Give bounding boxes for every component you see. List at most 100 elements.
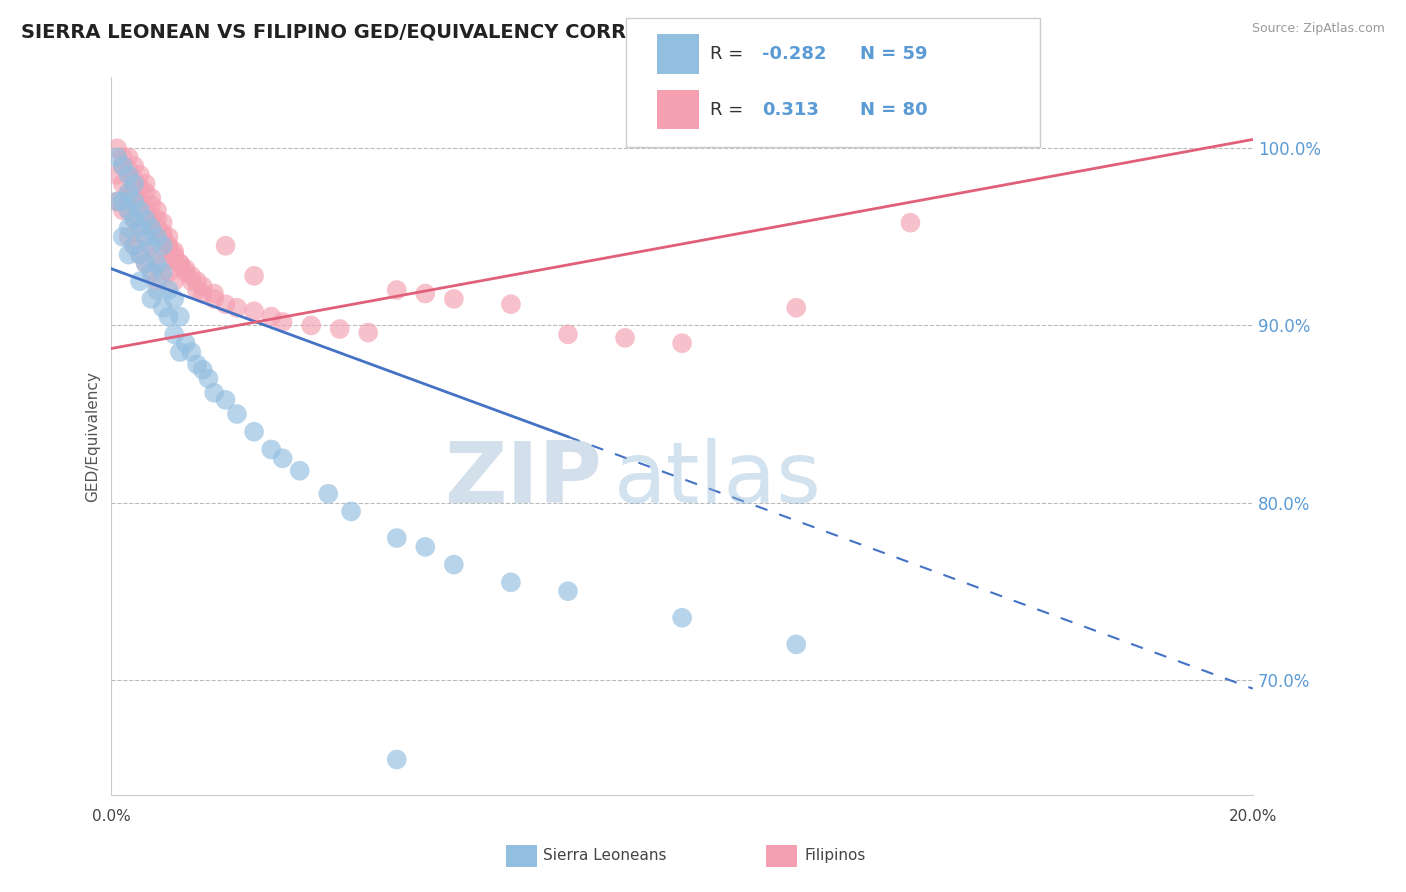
Point — [117, 203, 139, 218]
Point — [785, 301, 807, 315]
Point — [135, 256, 157, 270]
Point — [163, 292, 186, 306]
Point — [135, 230, 157, 244]
Point — [122, 159, 145, 173]
Point — [141, 265, 163, 279]
Point — [186, 358, 208, 372]
Point — [329, 322, 352, 336]
Point — [152, 230, 174, 244]
Point — [135, 177, 157, 191]
Point — [129, 194, 152, 209]
Text: R =: R = — [710, 45, 749, 63]
Point — [243, 425, 266, 439]
Point — [122, 238, 145, 252]
Point — [163, 327, 186, 342]
Point — [146, 274, 169, 288]
Point — [117, 150, 139, 164]
Text: 0.0%: 0.0% — [91, 809, 131, 824]
Point — [141, 238, 163, 252]
Point — [202, 292, 225, 306]
Point — [111, 159, 134, 173]
Text: Sierra Leoneans: Sierra Leoneans — [543, 848, 666, 863]
Point — [111, 230, 134, 244]
Point — [117, 162, 139, 177]
Point — [111, 159, 134, 173]
Point — [157, 230, 180, 244]
Point — [117, 230, 139, 244]
Point — [152, 301, 174, 315]
Point — [671, 611, 693, 625]
Point — [191, 363, 214, 377]
Point — [202, 385, 225, 400]
Point — [146, 247, 169, 261]
Point — [174, 261, 197, 276]
Point — [163, 251, 186, 265]
Point — [169, 256, 191, 270]
Point — [141, 198, 163, 212]
Point — [226, 301, 249, 315]
Point — [180, 268, 202, 283]
Point — [122, 186, 145, 200]
Point — [197, 371, 219, 385]
Point — [271, 315, 294, 329]
Point — [157, 265, 180, 279]
Point — [169, 345, 191, 359]
Point — [117, 168, 139, 182]
Point — [111, 194, 134, 209]
Text: -0.282: -0.282 — [762, 45, 827, 63]
Point — [174, 336, 197, 351]
Point — [163, 247, 186, 261]
Point — [105, 150, 128, 164]
Point — [385, 531, 408, 545]
Point — [122, 212, 145, 227]
Point — [174, 265, 197, 279]
Point — [135, 256, 157, 270]
Point — [122, 212, 145, 227]
Point — [141, 221, 163, 235]
Point — [152, 216, 174, 230]
Text: Filipinos: Filipinos — [804, 848, 866, 863]
Point — [157, 238, 180, 252]
Point — [557, 584, 579, 599]
Point — [129, 221, 152, 235]
Point — [146, 221, 169, 235]
Point — [129, 247, 152, 261]
Point — [117, 203, 139, 218]
Point — [614, 331, 637, 345]
Point — [243, 268, 266, 283]
Point — [117, 186, 139, 200]
Point — [146, 203, 169, 218]
Point — [157, 283, 180, 297]
Point — [191, 286, 214, 301]
Point — [499, 297, 522, 311]
Point — [105, 194, 128, 209]
Point — [413, 286, 436, 301]
Point — [135, 186, 157, 200]
Point — [152, 227, 174, 241]
Text: atlas: atlas — [613, 438, 821, 521]
Point — [105, 168, 128, 182]
Text: 0.313: 0.313 — [762, 101, 818, 119]
Point — [163, 244, 186, 258]
Point — [214, 297, 236, 311]
Text: N = 59: N = 59 — [860, 45, 928, 63]
Point — [122, 173, 145, 187]
Point — [117, 247, 139, 261]
Point — [385, 283, 408, 297]
Point — [146, 230, 169, 244]
Point — [141, 238, 163, 252]
Point — [671, 336, 693, 351]
Point — [180, 345, 202, 359]
Point — [191, 279, 214, 293]
Point — [141, 212, 163, 227]
Point — [122, 238, 145, 252]
Point — [105, 194, 128, 209]
Text: 20.0%: 20.0% — [1229, 809, 1277, 824]
Point — [186, 283, 208, 297]
Point — [413, 540, 436, 554]
Point — [260, 442, 283, 457]
Point — [243, 304, 266, 318]
Point — [226, 407, 249, 421]
Point — [443, 558, 465, 572]
Point — [157, 238, 180, 252]
